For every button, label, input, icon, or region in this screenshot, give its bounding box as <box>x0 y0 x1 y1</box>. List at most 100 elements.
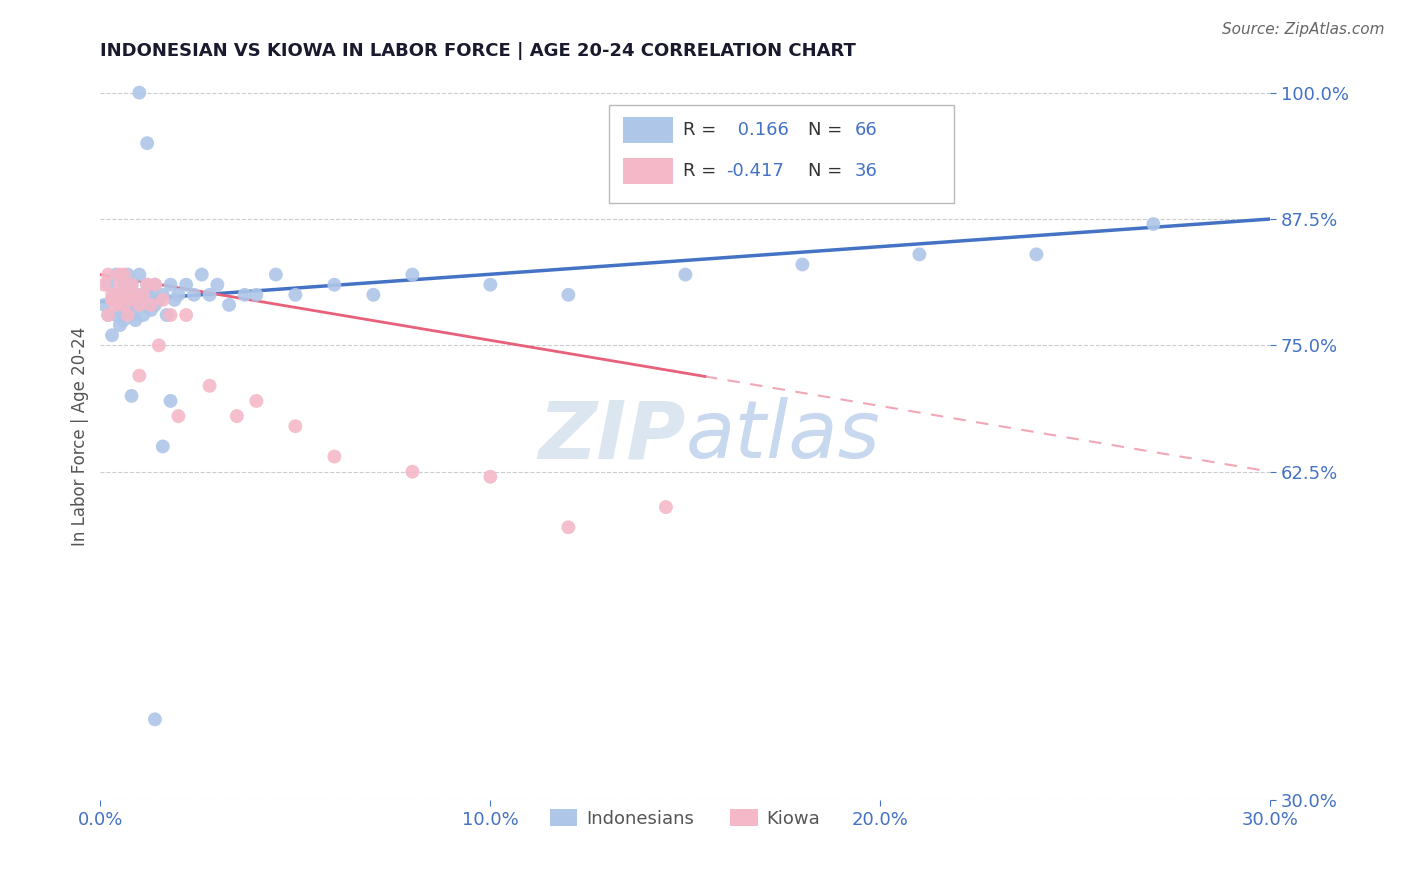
Point <box>128 368 150 383</box>
Text: INDONESIAN VS KIOWA IN LABOR FORCE | AGE 20-24 CORRELATION CHART: INDONESIAN VS KIOWA IN LABOR FORCE | AGE… <box>100 42 856 60</box>
Point <box>108 302 131 317</box>
Point <box>479 277 502 292</box>
Text: N =: N = <box>808 161 848 179</box>
Point <box>101 288 124 302</box>
Point <box>121 293 143 307</box>
Point <box>128 288 150 302</box>
Point <box>101 328 124 343</box>
Point <box>132 288 155 302</box>
Point <box>163 293 186 307</box>
Point <box>156 308 179 322</box>
Bar <box>623 117 672 143</box>
Text: R =: R = <box>683 121 723 139</box>
Point <box>117 268 139 282</box>
Point <box>124 313 146 327</box>
Point <box>198 288 221 302</box>
Point <box>143 298 166 312</box>
Point <box>148 293 170 307</box>
Point <box>148 338 170 352</box>
Point <box>1142 217 1164 231</box>
Point <box>1025 247 1047 261</box>
Point <box>117 298 139 312</box>
Point <box>97 308 120 322</box>
Point <box>117 308 139 322</box>
Point <box>136 277 159 292</box>
Point <box>174 308 197 322</box>
Point <box>108 268 131 282</box>
Point <box>139 302 162 317</box>
Point <box>117 288 139 302</box>
Point <box>183 288 205 302</box>
Point <box>323 450 346 464</box>
Point <box>108 318 131 332</box>
Point <box>128 86 150 100</box>
Point <box>159 277 181 292</box>
Point <box>136 288 159 302</box>
Text: N =: N = <box>808 121 848 139</box>
Text: 36: 36 <box>855 161 877 179</box>
Point <box>152 439 174 453</box>
Point <box>655 500 678 514</box>
Point <box>97 308 120 322</box>
Point <box>479 469 502 483</box>
FancyBboxPatch shape <box>609 105 955 203</box>
Point <box>139 288 162 302</box>
Y-axis label: In Labor Force | Age 20-24: In Labor Force | Age 20-24 <box>72 326 89 546</box>
Point <box>218 298 240 312</box>
Point <box>104 288 127 302</box>
Point <box>792 258 814 272</box>
Point <box>128 268 150 282</box>
Point <box>97 268 120 282</box>
Point <box>112 293 135 307</box>
Point <box>93 277 115 292</box>
Point <box>124 288 146 302</box>
Text: ZIP: ZIP <box>538 397 685 475</box>
Point <box>152 293 174 307</box>
Point <box>908 247 931 261</box>
Point <box>104 298 127 312</box>
Point <box>143 712 166 726</box>
Point <box>264 268 287 282</box>
Point <box>159 393 181 408</box>
Text: Source: ZipAtlas.com: Source: ZipAtlas.com <box>1222 22 1385 37</box>
Point <box>159 308 181 322</box>
Point <box>101 293 124 307</box>
Point <box>117 288 139 302</box>
Bar <box>623 158 672 184</box>
Point <box>124 288 146 302</box>
Point <box>401 268 423 282</box>
Point <box>121 308 143 322</box>
Point <box>117 288 139 302</box>
Point <box>108 277 131 292</box>
Point <box>673 268 696 282</box>
Point <box>198 378 221 392</box>
Point <box>363 288 385 302</box>
Point <box>174 277 197 292</box>
Point <box>284 288 307 302</box>
Point <box>245 288 267 302</box>
Point <box>323 277 346 292</box>
Point <box>93 298 115 312</box>
Text: 66: 66 <box>855 121 877 139</box>
Point <box>233 288 256 302</box>
Point <box>121 389 143 403</box>
Point <box>104 268 127 282</box>
Point <box>132 308 155 322</box>
Text: atlas: atlas <box>685 397 880 475</box>
Point <box>190 268 212 282</box>
Point <box>167 409 190 423</box>
Legend: Indonesians, Kiowa: Indonesians, Kiowa <box>543 802 828 835</box>
Point <box>167 288 190 302</box>
Point <box>112 313 135 327</box>
Point <box>557 288 579 302</box>
Point <box>225 409 247 423</box>
Point <box>124 298 146 312</box>
Point <box>121 293 143 307</box>
Point <box>112 277 135 292</box>
Point <box>284 419 307 434</box>
Text: 0.166: 0.166 <box>733 121 789 139</box>
Point <box>97 277 120 292</box>
Point <box>112 268 135 282</box>
Point <box>112 298 135 312</box>
Point <box>143 277 166 292</box>
